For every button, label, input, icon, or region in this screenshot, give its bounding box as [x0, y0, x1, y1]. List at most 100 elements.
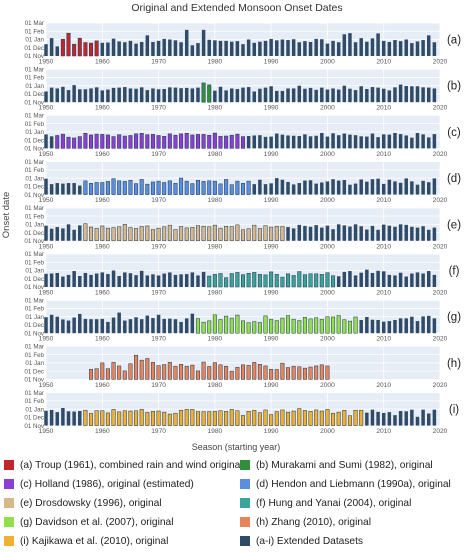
bar-extended [415, 272, 420, 287]
bar-extended [44, 44, 48, 56]
bar-original [212, 411, 217, 426]
bar-original [319, 274, 324, 288]
bar-original [111, 409, 116, 426]
bar-original [201, 321, 206, 334]
bar-extended [241, 87, 245, 103]
bar-extended [387, 134, 392, 149]
bar-original [128, 180, 133, 195]
bar-extended [55, 316, 60, 334]
bar-extended [353, 275, 358, 287]
bar-original [291, 365, 296, 380]
bar-extended [49, 409, 54, 426]
panel-label: (g) [447, 312, 461, 324]
bar-extended [404, 85, 408, 103]
x-tick-label: 2010 [376, 290, 391, 297]
legend-swatch [240, 498, 250, 508]
bar-original [302, 317, 307, 334]
y-tick-label: 01 Mar [25, 20, 44, 27]
x-tick-label: 1960 [95, 290, 110, 297]
bar-extended [308, 136, 313, 149]
bar-original [94, 182, 99, 195]
y-tick-label: 01 Jan [25, 406, 44, 413]
bar-extended [117, 87, 121, 103]
bar-extended [55, 46, 60, 56]
bar-extended [365, 316, 369, 334]
bar-extended [190, 45, 195, 56]
bar-original [218, 183, 223, 195]
bar-extended [387, 321, 392, 334]
bar-original [139, 226, 144, 242]
bar-extended [370, 272, 375, 287]
x-tick-label: 2020 [433, 336, 448, 343]
legend-label: (h) Zhang (2010), original [256, 516, 371, 528]
bar-extended [325, 225, 330, 241]
bar-original [134, 410, 139, 426]
bar-original [190, 409, 195, 426]
panel-label: (i) [449, 404, 459, 416]
bar-extended [297, 224, 302, 241]
bar-original [274, 320, 279, 334]
bar-original [94, 368, 99, 380]
bar-extended [280, 39, 285, 56]
bar-original [201, 181, 206, 195]
bar-original [280, 276, 285, 288]
x-tick-label: 1970 [151, 428, 166, 435]
bar-original [263, 274, 268, 288]
bar-extended [342, 34, 347, 56]
x-tick-label: 2000 [320, 382, 335, 389]
x-tick-label: 1960 [95, 105, 110, 112]
bar-extended [168, 272, 172, 287]
bar-extended [336, 135, 341, 149]
bar-extended [94, 87, 99, 103]
bar-original [83, 42, 88, 57]
bar-original [184, 409, 189, 426]
panel-label: (h) [447, 358, 461, 370]
bar-original [139, 359, 144, 380]
bar-extended [320, 227, 324, 241]
bar-extended [432, 42, 437, 56]
bar-extended [426, 229, 431, 241]
legend-item: (i) Kajikawa et al. (2010), original [4, 534, 168, 548]
legend-item: (a-i) Extended Datasets [240, 534, 363, 548]
bar-original [207, 84, 212, 103]
bar-extended [179, 88, 183, 103]
bar-original [89, 413, 94, 426]
legend-swatch [240, 517, 250, 527]
bar-original [184, 133, 189, 149]
bar-extended [280, 134, 285, 149]
bar-original [207, 226, 212, 242]
bar-original [224, 225, 229, 242]
y-tick-label: 01 Mar [25, 344, 44, 351]
bar-extended [72, 317, 76, 334]
bar-extended [61, 228, 65, 241]
bar-extended [78, 313, 82, 334]
bar-extended [162, 89, 166, 103]
bar-extended [370, 409, 375, 426]
bar-original [286, 315, 291, 334]
bar-extended [173, 319, 178, 334]
legend-item: (d) Hendon and Liebmann (1990a), origina… [240, 477, 451, 491]
y-tick-label: 01 Feb [25, 306, 45, 313]
bar-original [218, 273, 223, 288]
bar-extended [432, 88, 437, 103]
bar-original [89, 42, 94, 57]
bar-extended [410, 181, 414, 195]
bar-extended [190, 272, 195, 287]
bar-extended [426, 315, 431, 334]
y-tick-label: 01 Nov [24, 192, 45, 199]
bar-extended [263, 40, 268, 56]
bar-original [134, 133, 139, 149]
bar-original [286, 411, 291, 426]
bar-original [66, 136, 71, 149]
bar-original [308, 318, 313, 334]
bar-extended [179, 321, 183, 334]
bar-original [60, 38, 65, 57]
bar-original [201, 411, 206, 426]
x-tick-label: 1970 [151, 243, 166, 250]
bar-original [212, 362, 217, 380]
bar-original [190, 364, 195, 380]
bar-extended [72, 271, 76, 287]
bar-extended [320, 39, 324, 56]
y-tick-label: 01 Jan [25, 83, 44, 90]
